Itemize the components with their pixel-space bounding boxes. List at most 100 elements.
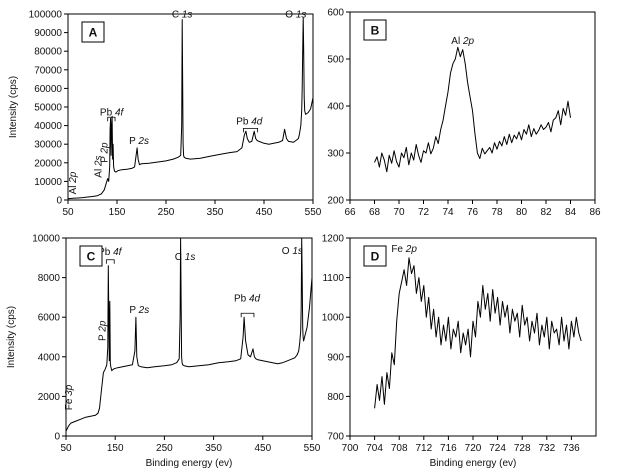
y-tick-label: 4000	[38, 352, 61, 363]
panel-letter: C	[87, 250, 96, 264]
y-tick-label: 2000	[38, 392, 61, 403]
x-tick-label: 450	[254, 443, 271, 454]
peak-label: P 2p	[100, 142, 111, 163]
y-tick-label: 40000	[34, 121, 62, 132]
x-tick-label: 72	[418, 207, 430, 218]
x-tick-label: 724	[489, 443, 506, 454]
y-tick-label: 100000	[29, 10, 63, 21]
y-tick-label: 90000	[34, 28, 62, 39]
plot-frame	[349, 237, 597, 437]
y-tick-label: 8000	[38, 273, 61, 284]
peak-bracket	[243, 127, 259, 133]
x-tick-label: 86	[589, 207, 601, 218]
chart-panel-d: 700 704 708 712 716 720 724 728 732 736 700 800 900 1…	[322, 234, 597, 469]
y-axis-title: Intensity (cps)	[6, 306, 17, 368]
y-tick-label: 10000	[34, 177, 62, 188]
x-tick-label: 728	[514, 443, 531, 454]
x-tick-label: 450	[256, 207, 273, 218]
x-tick-label: 68	[369, 207, 381, 218]
y-tick-label: 200	[327, 196, 344, 207]
x-axis-title: Binding energy (ev)	[430, 458, 517, 469]
peak-label: Al 2s	[93, 155, 104, 177]
y-tick-label: 900	[327, 352, 344, 363]
y-tick-label: 0	[56, 196, 62, 207]
x-tick-label: 550	[304, 443, 321, 454]
x-tick-label: 732	[538, 443, 555, 454]
series-line	[68, 17, 313, 200]
y-tick-label: 60000	[34, 84, 62, 95]
x-tick-label: 712	[415, 443, 432, 454]
y-tick-label: 0	[54, 432, 60, 443]
x-tick-label: 350	[205, 443, 222, 454]
panel-letter: A	[89, 26, 98, 40]
y-tick-label: 400	[327, 102, 344, 113]
peak-bracket	[105, 259, 115, 264]
peak-label: Al 2p	[68, 171, 79, 194]
peak-label: Pb 4f	[100, 107, 125, 118]
peak-label: Al 2p	[451, 36, 474, 47]
peak-label: Pb 4f	[98, 247, 123, 258]
peak-bracket	[107, 116, 116, 122]
panel-letter: D	[371, 250, 380, 264]
plot-frame	[65, 237, 313, 437]
peak-label: P 2s	[129, 136, 149, 147]
x-tick-label: 716	[440, 443, 457, 454]
chart-panel-c: 50 150 250 350 450 550 0 2000 4000 6000 8000 10000 I…	[6, 234, 321, 470]
peak-label: C 1s	[175, 252, 196, 263]
chart-panel-b: 66 68 70 72 74 76 78 80 82 84 86 200 300 400 500 600 Al …	[327, 8, 601, 219]
x-tick-label: 736	[563, 443, 580, 454]
x-tick-label: 84	[565, 207, 577, 218]
y-tick-label: 80000	[34, 47, 62, 58]
x-tick-label: 250	[156, 443, 173, 454]
peak-label: O 1s	[285, 10, 306, 21]
peak-label: Fe 2p	[391, 244, 417, 255]
peak-label: P 2s	[129, 305, 149, 316]
y-tick-label: 6000	[38, 313, 61, 324]
y-tick-label: 30000	[34, 140, 62, 151]
x-tick-label: 74	[442, 207, 454, 218]
peak-label: Fe 3p	[64, 384, 75, 410]
panel-letter-box	[79, 245, 103, 267]
y-tick-label: 70000	[34, 65, 62, 76]
y-tick-label: 1100	[322, 273, 344, 284]
y-tick-label: 1200	[322, 234, 345, 245]
series-line	[374, 46, 571, 173]
x-tick-label: 78	[491, 207, 503, 218]
panel-letter-box	[363, 245, 387, 267]
y-tick-label: 50000	[34, 103, 62, 114]
x-tick-label: 350	[207, 207, 224, 218]
y-tick-label: 600	[327, 8, 344, 19]
chart-panel-a: 50 150 250 350 450 550 0 10000 20000 30000 40000 50…	[8, 10, 322, 219]
peak-label: P 2p	[97, 320, 108, 341]
y-tick-label: 500	[327, 55, 344, 66]
x-tick-label: 150	[107, 443, 124, 454]
x-tick-label: 80	[516, 207, 528, 218]
peak-label: Pb 4d	[234, 293, 261, 304]
x-tick-label: 720	[465, 443, 482, 454]
peak-label: C 1s	[172, 10, 193, 21]
peak-label: O 1s	[282, 246, 303, 257]
x-tick-label: 50	[60, 443, 72, 454]
x-tick-label: 76	[467, 207, 479, 218]
y-tick-label: 800	[327, 392, 344, 403]
panel-letter-box	[81, 21, 105, 43]
series-line	[66, 238, 312, 432]
series-line	[374, 257, 582, 409]
peak-bracket	[240, 312, 255, 318]
x-tick-label: 82	[540, 207, 552, 218]
panel-letter-box	[363, 19, 387, 41]
x-tick-label: 50	[62, 207, 74, 218]
x-axis-title: Binding energy (ev)	[146, 458, 233, 469]
y-tick-label: 700	[327, 432, 344, 443]
x-tick-label: 150	[109, 207, 126, 218]
x-tick-label: 700	[342, 443, 359, 454]
y-tick-label: 300	[327, 149, 344, 160]
y-tick-label: 10000	[32, 234, 60, 245]
peak-label: Pb 4d	[236, 117, 263, 128]
x-tick-label: 66	[344, 207, 356, 218]
y-tick-label: 1000	[322, 313, 345, 324]
x-tick-label: 704	[366, 443, 383, 454]
y-axis-title: Intensity (cps)	[8, 76, 19, 138]
panel-letter: B	[371, 24, 380, 38]
